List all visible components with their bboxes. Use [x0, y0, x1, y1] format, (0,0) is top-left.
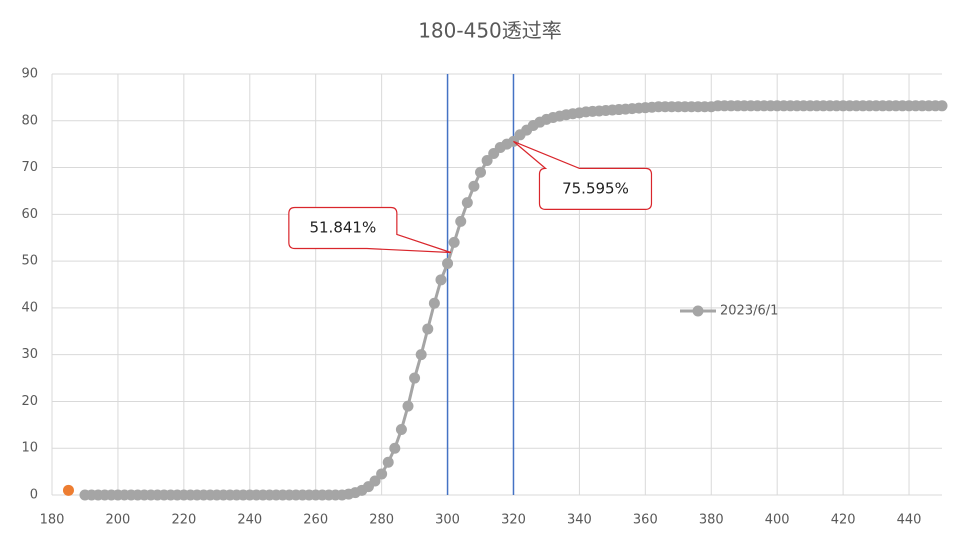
data-point [448, 236, 460, 248]
data-point [369, 475, 381, 487]
data-point [382, 456, 394, 468]
x-tick-label: 260 [303, 513, 328, 528]
x-tick-label: 380 [699, 513, 724, 528]
x-tick-label: 440 [897, 513, 922, 528]
legend-label: 2023/6/1 [720, 304, 778, 319]
callout-box [288, 206, 452, 254]
data-point [455, 215, 467, 227]
y-tick-label: 0 [30, 488, 38, 503]
y-tick-label: 50 [21, 254, 38, 269]
data-point [442, 257, 454, 269]
data-point [428, 297, 440, 309]
callout-label: 51.841% [309, 218, 376, 236]
x-tick-label: 240 [237, 513, 262, 528]
data-point [422, 323, 434, 335]
callout: 51.841% [288, 206, 452, 254]
y-tick-label: 20 [21, 394, 38, 409]
data-point [481, 155, 493, 167]
data-point [395, 424, 407, 436]
data-point [389, 442, 401, 454]
data-point [415, 349, 427, 361]
x-tick-label: 340 [567, 513, 592, 528]
data-point [461, 197, 473, 209]
data-point [936, 100, 948, 112]
x-tick-label: 200 [106, 513, 131, 528]
x-tick-label: 300 [435, 513, 460, 528]
y-tick-label: 10 [21, 441, 38, 456]
data-point [435, 274, 447, 286]
y-tick-label: 90 [21, 67, 38, 82]
data-point [376, 468, 388, 480]
y-tick-label: 30 [21, 347, 38, 362]
x-tick-label: 400 [765, 513, 790, 528]
x-tick-label: 320 [501, 513, 526, 528]
x-tick-label: 220 [171, 513, 196, 528]
x-tick-label: 420 [831, 513, 856, 528]
y-tick-label: 40 [21, 300, 38, 315]
y-tick-label: 70 [21, 160, 38, 175]
callout-box [513, 140, 653, 210]
data-point [475, 166, 487, 178]
callout-label: 75.595% [562, 179, 629, 197]
chart-title: 180-450透过率 [418, 19, 562, 43]
data-point [409, 372, 421, 384]
data-point [402, 400, 414, 412]
x-tick-label: 280 [369, 513, 394, 528]
y-tick-label: 60 [21, 207, 38, 222]
x-tick-label: 360 [633, 513, 658, 528]
y-tick-label: 80 [21, 113, 38, 128]
callout: 75.595% [513, 140, 653, 210]
data-point [468, 180, 480, 192]
legend-marker [692, 305, 704, 317]
x-tick-label: 180 [40, 513, 65, 528]
data-point [62, 484, 74, 496]
